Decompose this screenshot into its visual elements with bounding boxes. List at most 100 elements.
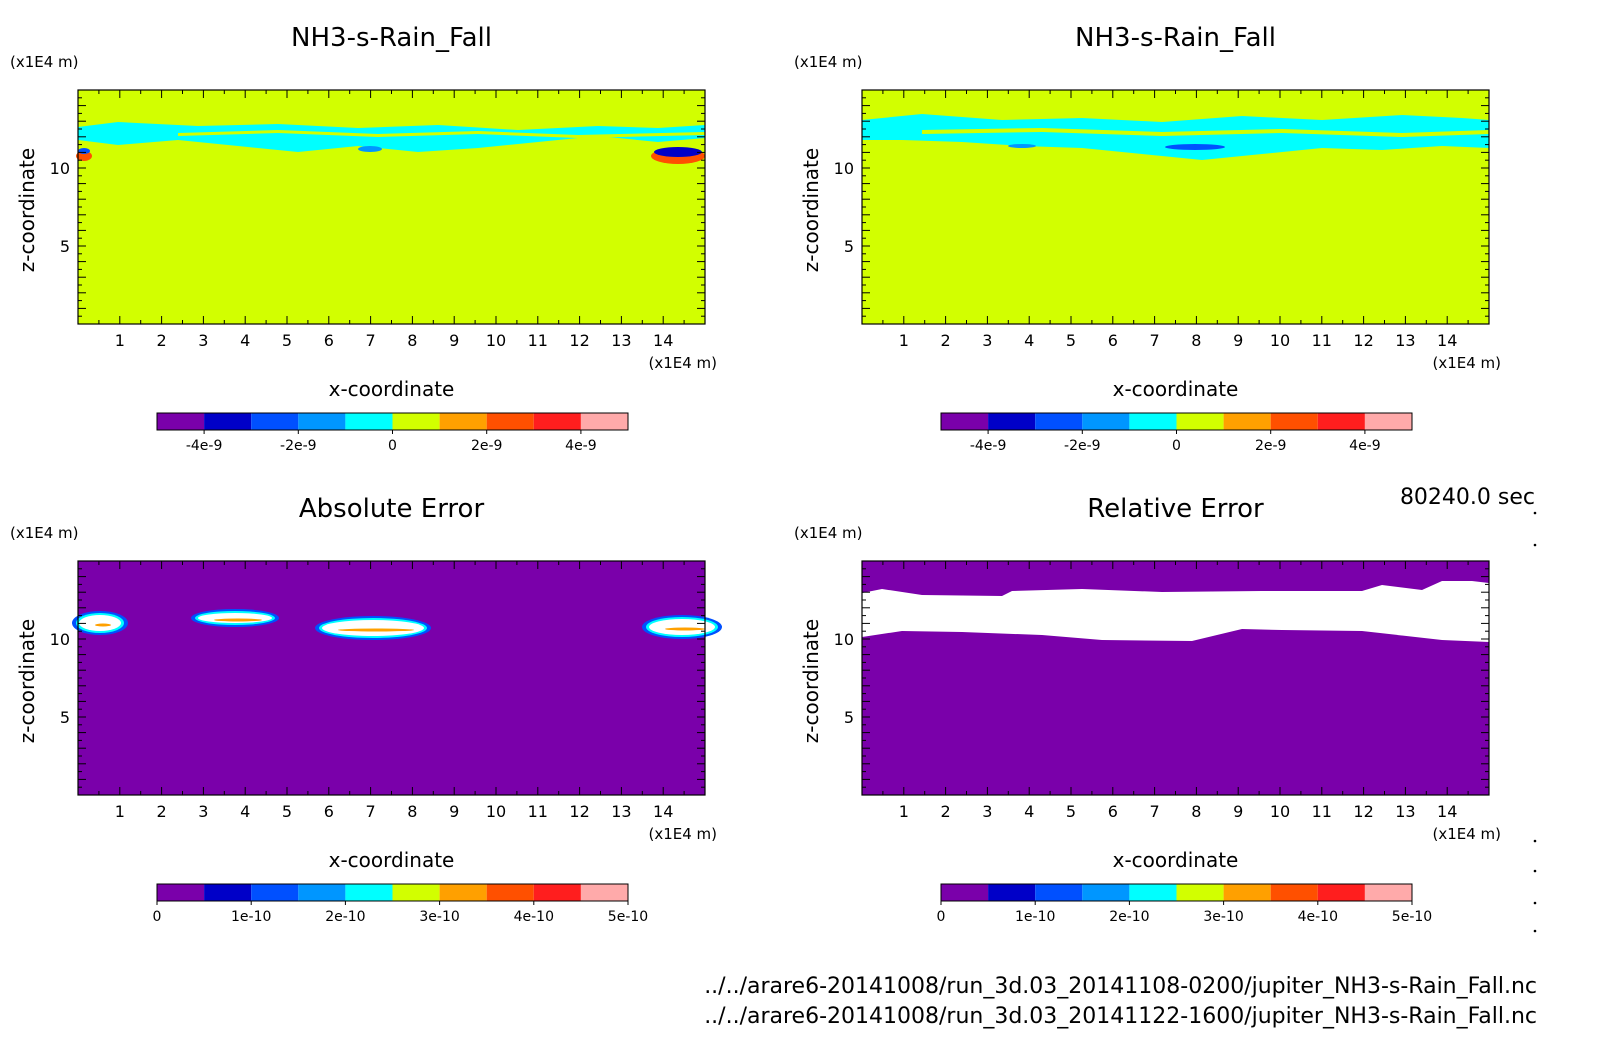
x-tick-label: 7: [366, 802, 376, 821]
x-tick-label: 14: [1437, 331, 1457, 350]
panel-title: Relative Error: [1087, 494, 1264, 524]
colorbar-swatch: [1364, 884, 1412, 901]
y-unit-label: (x1E4 m): [10, 524, 79, 542]
blob: [78, 148, 90, 154]
x-tick-label: 8: [1191, 331, 1201, 350]
colorbar-swatch: [1035, 884, 1083, 901]
panel-title: Absolute Error: [299, 494, 485, 524]
colorbar-tick-label: 1e-10: [231, 909, 271, 925]
cloud-band: [78, 122, 705, 152]
colorbar-swatch: [1082, 413, 1130, 430]
colorbar-tick-label: 2e-10: [325, 909, 365, 925]
y-axis-label: z-coordinate: [15, 619, 39, 743]
x-axis-label: x-coordinate: [1113, 377, 1239, 401]
x-axis-label: x-coordinate: [329, 377, 455, 401]
x-tick-label: 11: [528, 331, 548, 350]
x-tick-label: 2: [157, 331, 167, 350]
colorbar-swatch: [251, 884, 299, 901]
x-tick-label: 4: [1024, 802, 1034, 821]
x-tick-label: 3: [198, 331, 208, 350]
blob: [1008, 144, 1036, 148]
colorbar-tick-label: 4e-10: [514, 909, 554, 925]
y-unit-label: (x1E4 m): [794, 53, 863, 71]
x-tick-label: 12: [1353, 331, 1373, 350]
colorbar-swatch: [486, 413, 534, 430]
colorbar-swatch: [157, 413, 205, 430]
x-tick-label: 3: [982, 331, 992, 350]
x-tick-label: 13: [1395, 331, 1415, 350]
colorbar-swatch: [1317, 884, 1365, 901]
blob: [1165, 144, 1225, 150]
y-axis-label: z-coordinate: [799, 148, 823, 272]
x-tick-label: 11: [528, 802, 548, 821]
x-tick-label: 6: [1108, 802, 1118, 821]
colorbar-swatch: [204, 884, 252, 901]
blob: [654, 147, 702, 157]
colorbar-swatch: [392, 413, 440, 430]
x-tick-label: 10: [486, 331, 506, 350]
colorbar-frame: [940, 883, 1413, 902]
y-tick-label: 10: [50, 630, 70, 649]
x-tick-label: 10: [486, 802, 506, 821]
colorbar-swatch: [439, 413, 487, 430]
x-tick-label: 12: [569, 331, 589, 350]
edge-dot: [1533, 869, 1537, 873]
colorbar-swatch: [580, 413, 628, 430]
colorbar-tick-label: 4e-9: [1349, 438, 1380, 454]
colorbar-swatch: [345, 413, 393, 430]
x-tick-label: 1: [899, 331, 909, 350]
colorbar-tick-label: -2e-9: [1064, 438, 1101, 454]
colorbar-swatch: [533, 413, 581, 430]
colorbar-tick-label: -4e-9: [970, 438, 1007, 454]
x-tick-label: 11: [1312, 331, 1332, 350]
error-band: [862, 581, 1489, 642]
colorbar-tick-label: -2e-9: [280, 438, 317, 454]
x-axis-label: x-coordinate: [329, 848, 455, 872]
x-tick-label: 10: [1270, 802, 1290, 821]
x-tick-label: 1: [115, 331, 125, 350]
blob: [665, 627, 705, 631]
x-tick-label: 3: [198, 802, 208, 821]
y-tick-label: 10: [50, 159, 70, 178]
file-path-2: ../../arare6-20141008/run_3d.03_20141122…: [704, 1004, 1537, 1029]
colorbar-swatch: [298, 884, 346, 901]
blob: [322, 620, 424, 636]
blob: [79, 615, 121, 631]
panel-title: NH3-s-Rain_Fall: [291, 23, 492, 53]
blob: [214, 618, 262, 622]
colorbar-swatch: [439, 884, 487, 901]
colorbar-swatch: [941, 884, 989, 901]
colorbar-swatch: [533, 884, 581, 901]
x-tick-label: 9: [449, 331, 459, 350]
panel-title: NH3-s-Rain_Fall: [1075, 23, 1276, 53]
x-tick-label: 8: [1191, 802, 1201, 821]
x-tick-label: 5: [282, 802, 292, 821]
panel-1: 1 2 3 4 5 6 7 8 9 10 11 12 13 14510NH3-s-Rain_Fall(x1…: [10, 23, 717, 454]
colorbar-swatch: [988, 413, 1036, 430]
colorbar-swatch: [345, 884, 393, 901]
x-tick-label: 12: [569, 802, 589, 821]
x-tick-label: 9: [449, 802, 459, 821]
x-tick-label: 2: [941, 802, 951, 821]
y-tick-label: 10: [834, 630, 854, 649]
x-tick-label: 7: [1150, 802, 1160, 821]
colorbar-swatch: [1223, 884, 1271, 901]
blob: [95, 623, 111, 627]
y-tick-label: 5: [844, 237, 854, 256]
x-unit-label: (x1E4 m): [648, 825, 717, 843]
x-tick-label: 9: [1233, 331, 1243, 350]
colorbar-tick-label: 0: [388, 438, 397, 454]
file-path-1: ../../arare6-20141008/run_3d.03_20141108…: [704, 974, 1537, 999]
colorbar-tick-label: 2e-10: [1109, 909, 1149, 925]
edge-dot: [1533, 901, 1537, 905]
colorbar-swatch: [251, 413, 299, 430]
colorbar-tick-label: 4e-10: [1298, 909, 1338, 925]
x-tick-label: 2: [157, 802, 167, 821]
x-tick-label: 13: [1395, 802, 1415, 821]
x-tick-label: 6: [324, 802, 334, 821]
y-tick-label: 5: [60, 708, 70, 727]
edge-dot: [1533, 511, 1537, 515]
